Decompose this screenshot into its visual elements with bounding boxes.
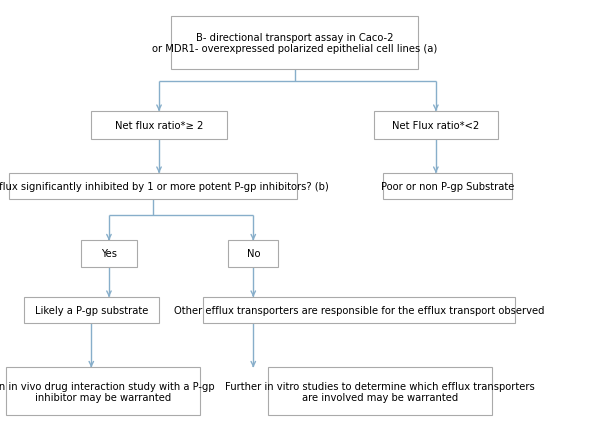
FancyBboxPatch shape: [6, 368, 200, 415]
Text: Poor or non P-gp Substrate: Poor or non P-gp Substrate: [381, 182, 514, 191]
Text: Likely a P-gp substrate: Likely a P-gp substrate: [35, 306, 148, 315]
Text: Yes: Yes: [101, 249, 117, 259]
FancyBboxPatch shape: [91, 112, 227, 140]
FancyBboxPatch shape: [383, 174, 512, 200]
Text: Is efflux significantly inhibited by 1 or more potent P-gp inhibitors? (b): Is efflux significantly inhibited by 1 o…: [0, 182, 329, 191]
FancyBboxPatch shape: [24, 297, 159, 323]
FancyBboxPatch shape: [203, 297, 515, 323]
Text: An in vivo drug interaction study with a P-gp
inhibitor may be warranted: An in vivo drug interaction study with a…: [0, 381, 214, 402]
Text: No: No: [247, 249, 260, 259]
Text: Further in vitro studies to determine which efflux transporters
are involved may: Further in vitro studies to determine wh…: [225, 381, 535, 402]
FancyBboxPatch shape: [81, 241, 137, 267]
Text: Net Flux ratio*<2: Net Flux ratio*<2: [392, 121, 479, 131]
FancyBboxPatch shape: [268, 368, 492, 415]
Text: Other efflux transporters are responsible for the efflux transport observed: Other efflux transporters are responsibl…: [174, 306, 545, 315]
Text: B- directional transport assay in Caco-2
or MDR1- overexpressed polarized epithe: B- directional transport assay in Caco-2…: [152, 33, 437, 54]
FancyBboxPatch shape: [9, 174, 297, 200]
FancyBboxPatch shape: [374, 112, 498, 140]
FancyBboxPatch shape: [229, 241, 279, 267]
Text: Net flux ratio*≥ 2: Net flux ratio*≥ 2: [115, 121, 203, 131]
FancyBboxPatch shape: [171, 17, 418, 69]
